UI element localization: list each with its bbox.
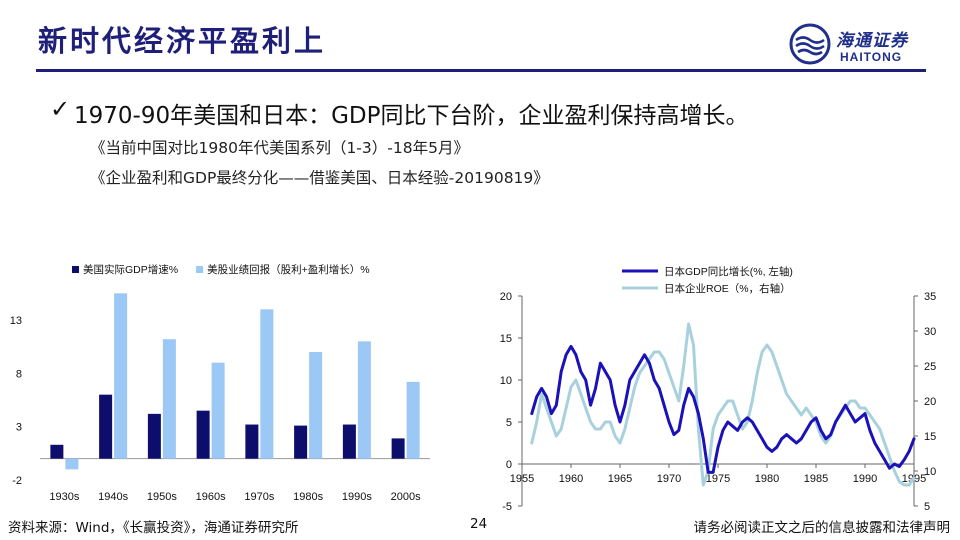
- bar-earnings-1970s: [260, 309, 274, 459]
- x-tick-label-1970s: 1970s: [244, 491, 274, 503]
- legal-disclaimer: 请务必阅读正文之后的信息披露和法律声明: [693, 520, 951, 536]
- headline: 1970-90年美国和日本：GDP同比下台阶，企业盈利保持高增长。: [74, 103, 749, 129]
- us-gdp-vs-earnings-bar-chart: 美国实际GDP增速% 美股业绩回报（股利+盈利增长）% -2 3 8 13 1930s 194…: [10, 263, 430, 503]
- legend-swatch-0: [72, 266, 79, 273]
- legend-label-0: 日本GDP同比增长(%, 左轴): [664, 265, 793, 278]
- x-tick-label-1940s: 1940s: [98, 491, 128, 503]
- bar-gdp-1960s: [196, 410, 210, 459]
- bar-gdp-1930s: [50, 444, 64, 459]
- y-tick-label-2: 8: [16, 368, 22, 380]
- x-tick-label-2000s: 2000s: [391, 491, 421, 503]
- japan-gdp-growth-line: [530, 344, 916, 474]
- checkmark-icon: ✓: [50, 95, 71, 123]
- bar-gdp-1990s: [342, 424, 356, 459]
- legend-label-1: 美股业绩回报（股利+盈利增长）%: [207, 263, 369, 276]
- page-title: 新时代经济平盈利上: [38, 24, 327, 58]
- japan-gdp-vs-roe-line-chart: -5 0 5 10 15 20 5 10 15 20 25 30 35 1955 1960 1965 1970 1…: [500, 265, 937, 513]
- y-tick-label-0: -2: [12, 475, 22, 487]
- x-tick-label-1980s: 1980s: [293, 491, 323, 503]
- x-tick-label-1960s: 1960s: [196, 491, 226, 503]
- reference-report-1: 《当前中国对比1980年代美国系列（1-3）-18年5月》: [90, 139, 469, 157]
- right-tick-label-4: 25: [924, 361, 936, 373]
- right-tick-label-5: 30: [924, 326, 936, 338]
- logo-chinese-text: 海通证券: [836, 31, 908, 51]
- bar-earnings-1950s: [162, 339, 176, 459]
- left-tick-label-2: 5: [506, 417, 512, 429]
- x-tick-label-1950s: 1950s: [147, 491, 177, 503]
- logo-english-text: HAITONG: [840, 50, 903, 64]
- legend-label-1: 日本企业ROE（%，右轴）: [664, 282, 791, 295]
- right-tick-label-0: 5: [924, 501, 930, 513]
- data-source-note: 资料来源：Wind，《长赢投资》，海通证券研究所: [8, 520, 299, 536]
- x-tick-label-1970: 1970: [657, 473, 681, 485]
- company-logo: 海通证券 HAITONG: [788, 22, 928, 68]
- bar-earnings-1980s: [309, 352, 323, 459]
- left-tick-label-4: 15: [500, 333, 512, 345]
- bar-gdp-1980s: [294, 425, 308, 459]
- x-tick-label-1975: 1975: [706, 473, 730, 485]
- japan-roe-line: [530, 322, 916, 487]
- x-tick-label-1965: 1965: [608, 473, 632, 485]
- bar-earnings-2000s: [406, 381, 420, 459]
- x-tick-label-1930s: 1930s: [49, 491, 79, 503]
- bar-gdp-2000s: [391, 438, 405, 459]
- left-tick-label-5: 20: [500, 291, 512, 303]
- right-tick-label-3: 20: [924, 396, 936, 408]
- bar-earnings-1960s: [211, 362, 225, 459]
- x-tick-label-1955: 1955: [510, 473, 534, 485]
- bar-gdp-1940s: [99, 394, 113, 459]
- y-tick-label-1: 3: [16, 422, 22, 434]
- x-tick-label-1960: 1960: [559, 473, 583, 485]
- x-tick-label-1990: 1990: [853, 473, 877, 485]
- x-tick-label-1990s: 1990s: [342, 491, 372, 503]
- bar-earnings-1930s: [65, 458, 79, 470]
- bar-earnings-1940s: [114, 293, 128, 459]
- header-divider: [36, 69, 926, 72]
- bar-gdp-1970s: [245, 424, 259, 459]
- legend-swatch-1: [196, 266, 204, 273]
- right-tick-label-6: 35: [924, 291, 936, 303]
- haitong-logo-icon: [789, 23, 831, 65]
- y-tick-label-3: 13: [10, 315, 22, 327]
- legend-label-0: 美国实际GDP增速%: [83, 263, 178, 276]
- right-tick-label-1: 10: [924, 466, 936, 478]
- bar-gdp-1950s: [147, 413, 161, 459]
- x-tick-label-1985: 1985: [804, 473, 828, 485]
- left-tick-label-0: -5: [502, 501, 512, 513]
- reference-report-2: 《企业盈利和GDP最终分化——借鉴美国、日本经验-20190819》: [90, 169, 549, 187]
- bar-earnings-1990s: [357, 341, 371, 459]
- left-tick-label-1: 0: [506, 459, 512, 471]
- right-tick-label-2: 15: [924, 431, 936, 443]
- page-number: 24: [470, 516, 488, 532]
- x-tick-label-1980: 1980: [755, 473, 779, 485]
- left-tick-label-3: 10: [500, 375, 512, 387]
